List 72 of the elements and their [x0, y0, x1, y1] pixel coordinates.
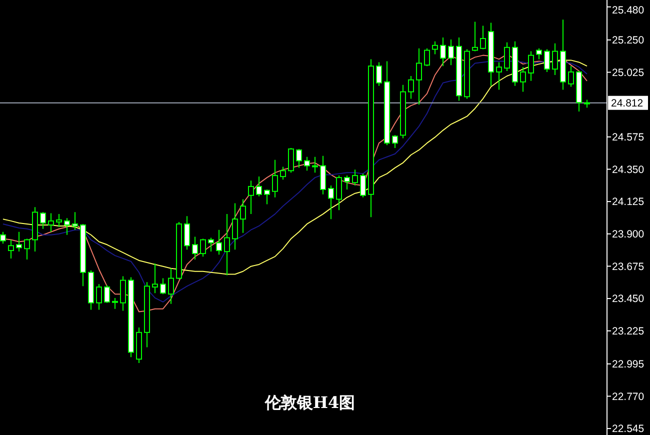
candlestick [552, 42, 558, 76]
candlestick [216, 229, 222, 256]
candlestick [232, 202, 238, 250]
candlestick [320, 155, 326, 195]
candlestick [336, 175, 342, 211]
candlestick [392, 134, 398, 148]
y-tick-label: 23.450 [612, 293, 644, 306]
candlestick [416, 48, 422, 106]
candlestick [304, 156, 310, 172]
candlestick [288, 147, 294, 174]
y-tick-label: 23.225 [612, 326, 644, 338]
text: 伦敦银H4图 [264, 393, 356, 412]
candlestick [328, 184, 334, 220]
candlestick [240, 198, 246, 234]
candlestick [40, 212, 46, 230]
candlestick [520, 66, 526, 92]
candlestick [160, 278, 166, 295]
candlestick [504, 42, 510, 72]
candlestick [96, 284, 102, 310]
y-tick-label: 25.480 [612, 4, 644, 17]
y-tick-label: 22.995 [612, 358, 644, 371]
candlestick [56, 214, 62, 228]
candlestick [352, 169, 358, 186]
candlestick [248, 180, 254, 215]
candlestick [528, 50, 534, 82]
candlestick [408, 75, 414, 100]
y-tick-label: 25.025 [612, 66, 644, 79]
candlestick [224, 214, 230, 276]
y-tick-label: 23.900 [612, 228, 644, 241]
candlestick [568, 66, 574, 88]
candlestick [72, 212, 78, 230]
y-tick-label: 24.125 [612, 196, 644, 208]
candlestick [272, 159, 278, 198]
candlestick [264, 188, 270, 205]
candlestick [48, 212, 54, 232]
candlestick [120, 276, 126, 312]
y-tick-label: 22.545 [612, 423, 644, 435]
candlestick [280, 166, 286, 180]
candlestick [200, 238, 206, 258]
candlestick [104, 284, 110, 304]
candlestick [8, 239, 14, 259]
y-tick-label: 23.675 [612, 260, 644, 273]
candlestick [536, 48, 542, 60]
ref-line-label: 24.812 [611, 98, 644, 110]
candlestick [112, 297, 118, 310]
candlestick [0, 231, 6, 244]
candlestick [376, 62, 382, 86]
candlestick [152, 262, 158, 294]
candlestick [256, 176, 262, 197]
candlestick [432, 40, 438, 55]
candlestick [296, 148, 302, 168]
candlestick [360, 173, 366, 198]
candlestick [496, 62, 502, 90]
candlestick [312, 156, 318, 174]
y-tick-label: 25.250 [612, 34, 644, 47]
candlestick [24, 238, 30, 260]
candlestick [544, 48, 550, 72]
candlestick [192, 236, 198, 260]
candlestick [480, 25, 486, 50]
candlestick [168, 268, 174, 304]
candlestick [448, 39, 454, 66]
candlestick [344, 175, 350, 190]
candlestick [424, 48, 430, 67]
candlestick [208, 237, 214, 252]
y-tick-label: 24.350 [612, 164, 644, 176]
candlestick [472, 21, 478, 52]
candlestick [16, 231, 22, 252]
y-tick-label: 24.575 [612, 132, 644, 144]
y-tick-label: 22.770 [612, 390, 644, 403]
candlestick [184, 216, 190, 250]
candlestick [64, 218, 70, 236]
candlestick [440, 36, 446, 67]
